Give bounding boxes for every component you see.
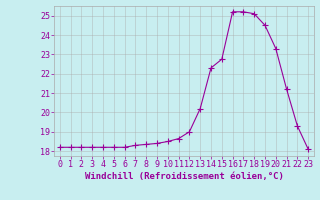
X-axis label: Windchill (Refroidissement éolien,°C): Windchill (Refroidissement éolien,°C) bbox=[84, 172, 284, 181]
